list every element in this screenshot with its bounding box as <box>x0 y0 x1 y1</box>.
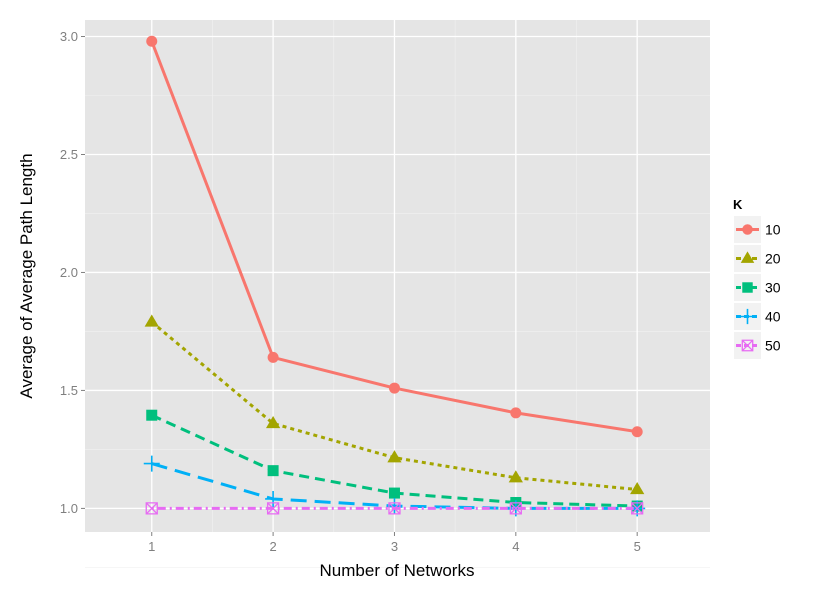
legend-marker-40 <box>739 308 756 325</box>
data-point-30 <box>388 487 400 499</box>
data-point-50 <box>266 502 280 515</box>
series-50 <box>145 502 644 515</box>
data-point-10 <box>631 426 643 438</box>
data-point-20 <box>144 314 159 327</box>
data-point-30 <box>146 409 158 421</box>
x-tick-label: 5 <box>634 539 641 554</box>
data-point-20 <box>508 470 523 483</box>
grid-major <box>85 20 710 532</box>
y-axis: 1.0 1.5 2.0 2.5 3.0 <box>60 29 85 516</box>
plot-panel <box>85 20 710 532</box>
series-layer <box>143 35 646 517</box>
legend-title: K <box>733 197 743 212</box>
data-point-30 <box>267 465 279 477</box>
data-point-10 <box>388 382 400 394</box>
data-point-20 <box>387 450 402 463</box>
series-line-20 <box>150 320 638 492</box>
grid-minor <box>85 20 710 568</box>
data-point-20 <box>265 415 281 429</box>
data-point-40 <box>143 455 160 472</box>
y-tick-label: 3.0 <box>60 29 78 44</box>
legend-marker-50 <box>741 339 754 352</box>
legend-label-10: 10 <box>765 222 781 238</box>
data-point-50 <box>145 502 158 515</box>
legend-label-40: 40 <box>765 309 781 325</box>
legend: K 10 20 30 40 50 <box>733 197 781 359</box>
x-tick-label: 4 <box>512 539 519 554</box>
x-axis: 1 2 3 4 5 <box>148 532 641 554</box>
x-tick-label: 2 <box>269 539 276 554</box>
series-10 <box>146 35 643 438</box>
data-point-20 <box>630 482 645 495</box>
legend-marker-30 <box>742 282 753 293</box>
y-tick-label: 1.0 <box>60 501 78 516</box>
x-axis-title: Number of Networks <box>320 561 475 580</box>
data-point-50 <box>509 502 522 515</box>
series-20 <box>144 314 645 495</box>
data-point-10 <box>267 351 279 363</box>
legend-marker-20 <box>740 251 755 263</box>
x-tick-label: 3 <box>391 539 398 554</box>
legend-label-30: 30 <box>765 280 781 296</box>
y-tick-label: 2.5 <box>60 147 78 162</box>
y-tick-label: 2.0 <box>60 265 78 280</box>
legend-label-20: 20 <box>765 251 781 267</box>
data-point-40 <box>265 490 282 507</box>
data-point-10 <box>146 35 158 47</box>
data-point-50 <box>388 502 401 515</box>
y-axis-title: Average of Average Path Length <box>17 153 36 398</box>
x-tick-label: 1 <box>148 539 155 554</box>
data-point-10 <box>510 407 522 419</box>
y-tick-label: 1.5 <box>60 383 78 398</box>
data-point-50 <box>631 502 644 515</box>
legend-label-50: 50 <box>765 338 781 354</box>
legend-marker-10 <box>742 224 753 235</box>
